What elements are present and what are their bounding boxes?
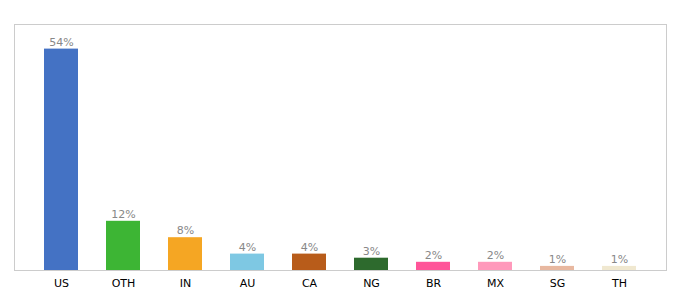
svg-text:AU: AU (240, 277, 256, 290)
svg-text:4%: 4% (239, 241, 256, 254)
svg-text:1%: 1% (549, 253, 566, 266)
svg-text:2%: 2% (487, 249, 504, 262)
svg-text:3%: 3% (363, 245, 380, 258)
svg-text:OTH: OTH (112, 277, 136, 290)
svg-text:MX: MX (487, 277, 504, 290)
svg-text:8%: 8% (177, 224, 194, 237)
svg-text:54%: 54% (49, 36, 73, 49)
svg-text:US: US (54, 277, 69, 290)
svg-text:12%: 12% (111, 208, 135, 221)
svg-text:NG: NG (363, 277, 380, 290)
svg-text:TH: TH (611, 277, 627, 290)
svg-text:4%: 4% (301, 241, 318, 254)
svg-text:2%: 2% (425, 249, 442, 262)
svg-text:CA: CA (302, 277, 318, 290)
svg-text:BR: BR (426, 277, 442, 290)
svg-text:SG: SG (550, 277, 566, 290)
svg-text:1%: 1% (611, 253, 628, 266)
svg-text:IN: IN (180, 277, 191, 290)
